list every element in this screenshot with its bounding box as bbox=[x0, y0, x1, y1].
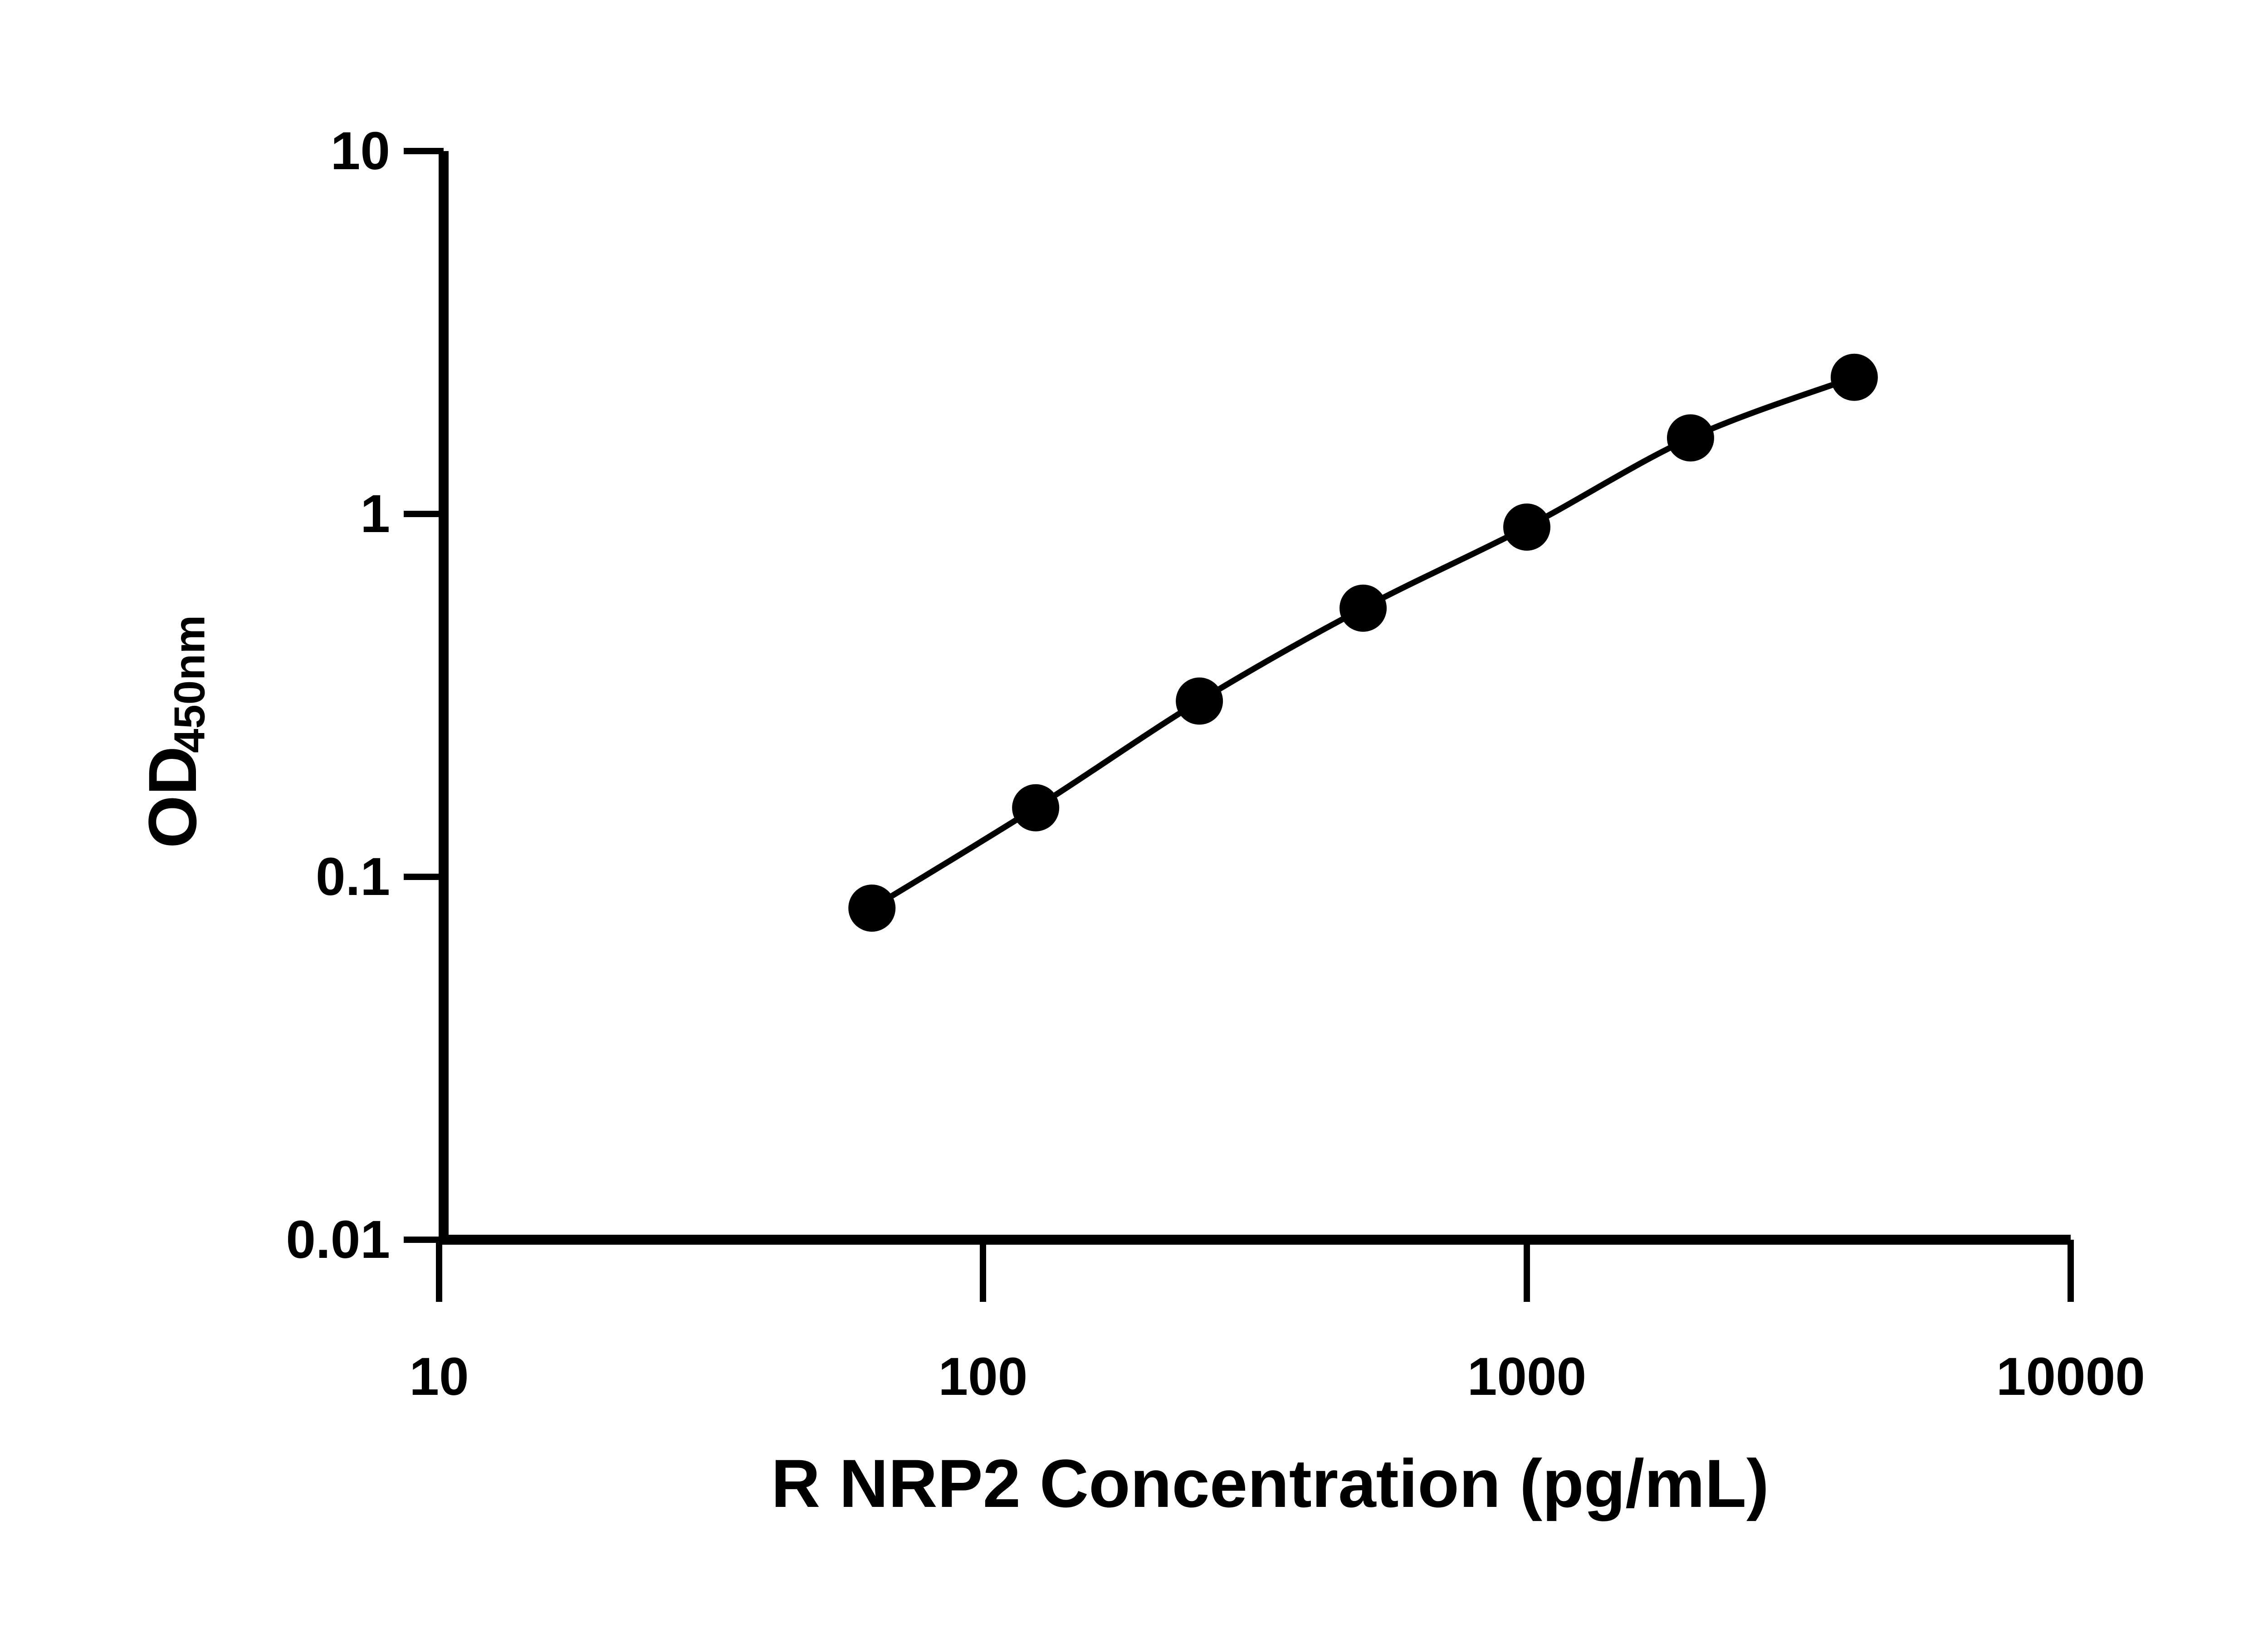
data-point-marker bbox=[848, 884, 896, 932]
axis-spines bbox=[439, 151, 2071, 1245]
data-point-marker bbox=[1503, 503, 1550, 551]
x-axis-ticks bbox=[436, 1240, 2074, 1302]
standard-curve-line bbox=[869, 374, 1857, 911]
data-series-group bbox=[848, 353, 1878, 932]
y-tick-label-0p1: 0.1 bbox=[316, 847, 390, 907]
y-axis-title-subscript: 450nm bbox=[166, 615, 214, 753]
x-tick-label-1000: 1000 bbox=[1467, 1347, 1587, 1407]
y-tick-label-1: 1 bbox=[360, 484, 390, 544]
y-tick-label-10: 10 bbox=[331, 121, 390, 181]
data-point-marker bbox=[1012, 784, 1060, 831]
data-point-marker bbox=[1830, 353, 1878, 401]
y-axis-ticks bbox=[404, 148, 444, 1243]
data-point-marker bbox=[1667, 414, 1714, 462]
data-point-marker bbox=[1176, 677, 1223, 725]
y-tick-label-0p01: 0.01 bbox=[286, 1210, 390, 1270]
x-axis-tick-labels: 10 100 1000 10000 bbox=[409, 1347, 2145, 1407]
standard-curve-markers bbox=[848, 353, 1878, 932]
x-tick-label-10000: 10000 bbox=[1996, 1347, 2145, 1407]
y-axis-tick-labels: 10 1 0.1 0.01 bbox=[286, 121, 390, 1270]
data-point-marker bbox=[1339, 584, 1387, 632]
x-tick-label-100: 100 bbox=[938, 1347, 1028, 1407]
x-axis-title: R NRP2 Concentration (pg/mL) bbox=[771, 1445, 1769, 1521]
y-axis-title-main: OD bbox=[134, 746, 210, 848]
y-axis-title: OD 450nm bbox=[134, 615, 214, 848]
x-tick-label-10: 10 bbox=[409, 1347, 469, 1407]
